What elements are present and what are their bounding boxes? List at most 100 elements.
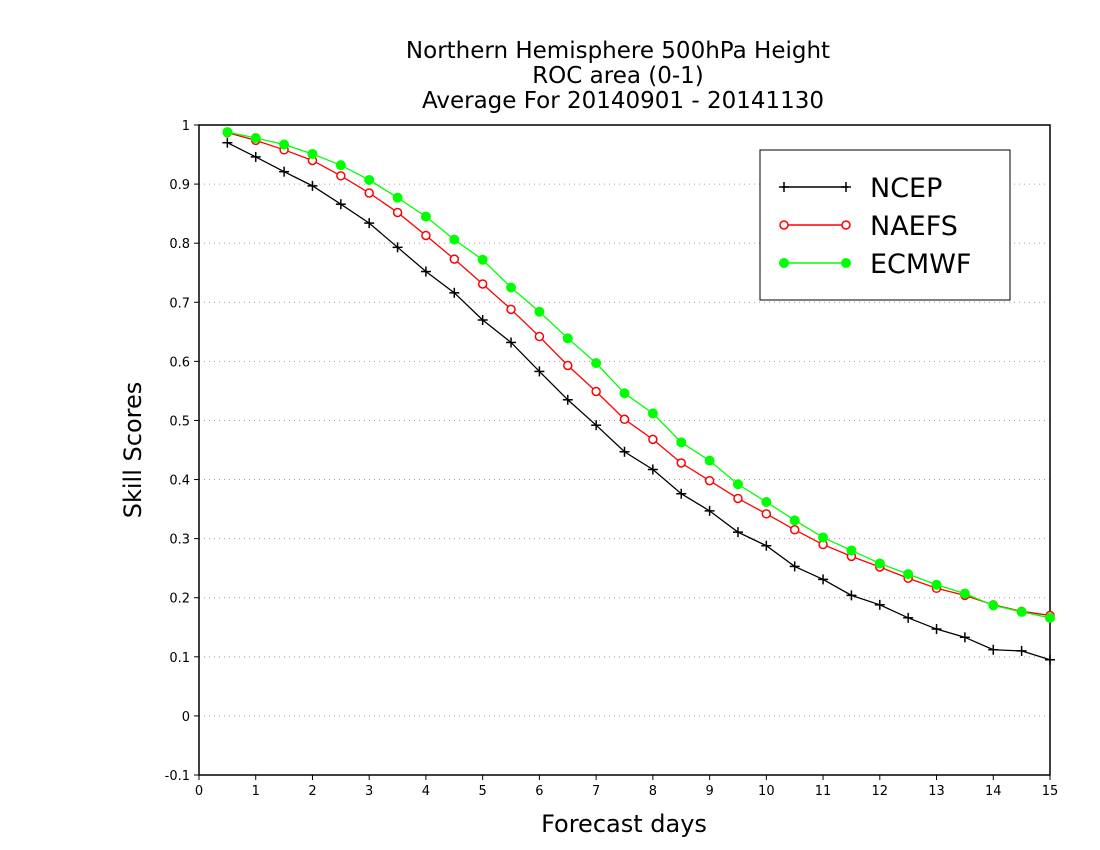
point-ncep — [676, 488, 687, 499]
point-ncep — [704, 505, 715, 516]
legend-marker-ecmwf — [779, 258, 789, 268]
x-tick-label: 7 — [592, 784, 600, 799]
x-tick-label: 5 — [479, 784, 487, 799]
point-ecmwf — [250, 133, 261, 143]
point-ncep — [647, 464, 658, 475]
legend-marker-naefs — [841, 220, 851, 230]
title-line-1: Northern Hemisphere 500hPa Height — [406, 38, 830, 64]
y-tick-label: 0.6 — [169, 355, 190, 370]
point-ecmwf — [222, 127, 233, 138]
point-ncep — [789, 561, 800, 572]
point-ncep — [1045, 654, 1055, 665]
x-tick-label: 6 — [535, 784, 543, 799]
point-ncep — [562, 394, 573, 405]
point-ecmwf — [874, 558, 885, 569]
point-ncep — [846, 590, 857, 601]
x-tick-label: 14 — [985, 784, 1002, 799]
point-ecmwf — [477, 254, 488, 265]
point-ncep — [420, 266, 431, 277]
x-tick-label: 11 — [815, 784, 832, 799]
point-ecmwf — [279, 139, 290, 150]
title-line-3: Average For 20140901 - 20141130 — [422, 88, 824, 114]
y-tick-label: 0.3 — [169, 533, 190, 548]
series-ncep — [222, 137, 1055, 665]
point-ncep — [818, 574, 829, 585]
axes: -0.100.10.20.30.40.50.60.70.80.910 1 2 3 4 5 6… — [165, 119, 1059, 799]
point-ecmwf — [676, 437, 687, 448]
x-axis-label: Forecast days — [541, 810, 707, 838]
point-naefs — [789, 525, 800, 535]
legend-marker-naefs — [779, 220, 789, 230]
point-ncep — [307, 180, 318, 191]
point-ncep — [250, 151, 261, 162]
point-naefs — [449, 254, 460, 264]
x-tick-label: 4 — [422, 784, 430, 799]
point-ecmwf — [364, 174, 375, 185]
point-ecmwf — [562, 333, 573, 344]
point-ecmwf — [420, 211, 431, 222]
point-ecmwf — [619, 388, 630, 399]
legend-item-ecmwf: ECMWF — [779, 249, 971, 280]
y-tick-label: 0.7 — [169, 296, 190, 311]
point-ncep — [591, 420, 602, 431]
point-naefs — [563, 360, 573, 371]
y-tick-label: 0.9 — [169, 178, 190, 193]
series-line-ncep — [227, 142, 1051, 661]
point-ecmwf — [931, 579, 942, 590]
legend-item-ncep: NCEP — [779, 173, 942, 204]
point-ncep — [477, 315, 488, 325]
point-naefs — [477, 279, 488, 289]
point-ncep — [931, 624, 942, 635]
point-ecmwf — [335, 160, 346, 171]
legend-label-ecmwf: ECMWF — [870, 249, 971, 280]
point-ecmwf — [988, 600, 999, 611]
y-tick-label: 0.8 — [169, 237, 190, 252]
series-ecmwf — [222, 127, 1055, 623]
x-tick-label: 1 — [252, 784, 260, 799]
point-naefs — [761, 509, 772, 519]
legend-marker-ncep — [779, 182, 789, 192]
point-ecmwf — [1045, 612, 1055, 623]
point-ncep — [732, 527, 743, 538]
point-ecmwf — [704, 455, 715, 466]
y-tick-label: 0.4 — [169, 474, 190, 489]
point-ncep — [619, 446, 630, 457]
point-naefs — [619, 414, 630, 425]
point-ecmwf — [591, 358, 602, 369]
point-ncep — [364, 218, 375, 229]
point-ncep — [988, 644, 999, 655]
point-naefs — [676, 458, 686, 468]
point-ncep — [506, 337, 517, 348]
point-ecmwf — [392, 192, 403, 203]
point-naefs — [534, 331, 545, 342]
point-ncep — [222, 137, 233, 148]
point-naefs — [421, 230, 431, 241]
chart-title: Northern Hemisphere 500hPa Height ROC ar… — [406, 38, 830, 114]
point-ecmwf — [1016, 606, 1027, 617]
y-tick-label: -0.1 — [165, 769, 190, 784]
y-tick-label: 0.5 — [169, 414, 190, 429]
x-tick-label: 9 — [705, 784, 713, 799]
legend: NCEP NAEFS ECMWF — [759, 149, 1011, 301]
point-ecmwf — [818, 532, 829, 543]
x-tick-label: 0 — [195, 784, 203, 799]
y-tick-label: 1 — [182, 119, 190, 134]
point-ecmwf — [647, 408, 658, 419]
x-tick-label: 10 — [758, 784, 775, 799]
point-ncep — [1016, 645, 1027, 656]
point-ncep — [903, 612, 914, 623]
point-ncep — [279, 166, 290, 177]
point-ecmwf — [903, 569, 914, 580]
point-naefs — [364, 188, 374, 198]
point-ecmwf — [534, 306, 545, 317]
point-ecmwf — [506, 282, 517, 293]
point-naefs — [733, 493, 743, 504]
point-ecmwf — [959, 588, 970, 599]
y-tick-label: 0.1 — [169, 651, 190, 666]
point-ecmwf — [732, 479, 743, 490]
legend-label-ncep: NCEP — [870, 173, 942, 204]
y-tick-label: 0.2 — [169, 592, 190, 607]
point-ncep — [959, 632, 970, 643]
point-ncep — [874, 599, 885, 610]
